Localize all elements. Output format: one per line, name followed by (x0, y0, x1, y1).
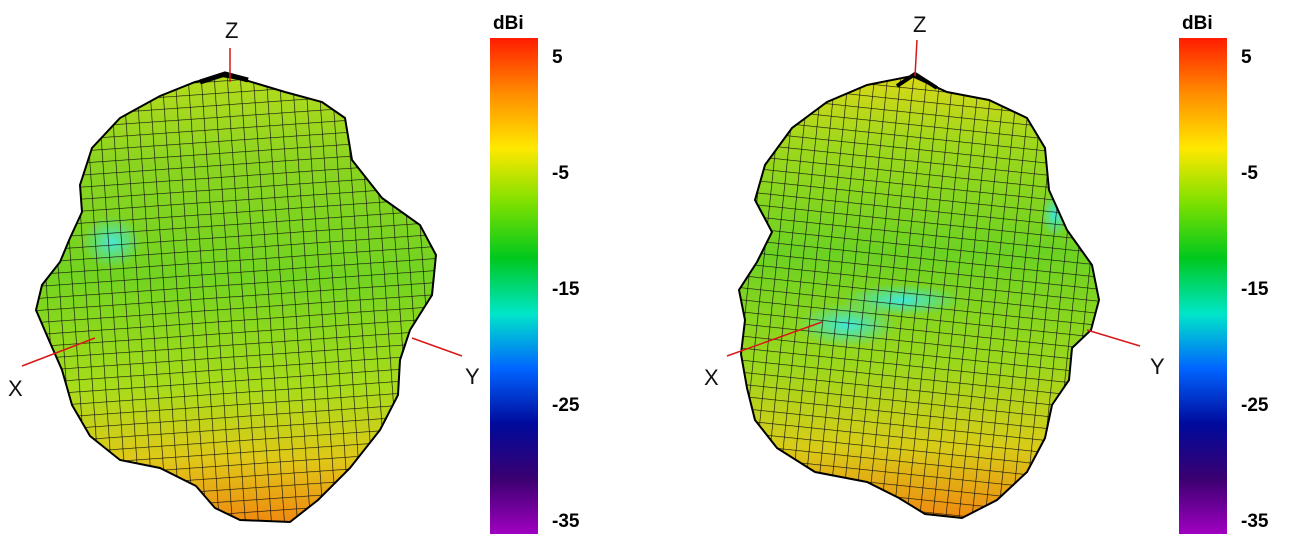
colorbar-tick-label: -35 (1241, 511, 1269, 532)
colorbar-tick-label: -15 (552, 279, 580, 300)
axis-label-y: Y (465, 364, 480, 389)
colorbar-tick-label: -25 (1241, 395, 1269, 416)
axis-label-y: Y (1150, 354, 1165, 379)
radiation-pattern-left: Z X Y dBi 5 -5 -15 -25 -35 (8, 13, 580, 534)
colorbar-tick-label: 5 (552, 47, 563, 68)
colorbar-tick-label: -5 (1241, 163, 1258, 184)
z-axis-line (914, 39, 918, 77)
y-axis-line (1086, 329, 1141, 347)
axis-lines-left (21, 48, 463, 367)
colorbar-unit-label: dBi (493, 13, 524, 34)
colorbar-tick-label: -15 (1241, 279, 1269, 300)
colorbar-tick-label: -5 (552, 163, 569, 184)
colorbar-right: dBi 5 -5 -15 -25 -35 (1179, 13, 1269, 534)
chart-left-svg: Z X Y dBi 5 -5 -15 -25 -35 (8, 13, 580, 534)
axis-label-z: Z (913, 12, 926, 37)
x-axis-line (21, 337, 96, 367)
axis-label-z: Z (225, 18, 238, 43)
x-axis-line (726, 321, 823, 357)
colorbar-gradient (1179, 38, 1227, 534)
colorbar-tick-label: -25 (552, 395, 580, 416)
axis-label-x: X (704, 365, 719, 390)
colorbar-tick-label: -35 (552, 511, 580, 532)
colorbar-tick-label: 5 (1241, 47, 1252, 68)
colorbar-gradient (490, 38, 538, 534)
axis-label-x: X (8, 376, 23, 401)
colorbar-unit-label: dBi (1182, 13, 1213, 34)
radiation-pattern-right: Z X Y dBi 5 -5 -15 -25 -35 (647, 0, 1294, 538)
colorbar-left: dBi 5 -5 -15 -25 -35 (490, 13, 580, 534)
chart-right-svg: Z X Y dBi 5 -5 -15 -25 -35 (704, 12, 1269, 534)
axis-lines-right (726, 39, 1141, 357)
lobe-surface-right (738, 71, 1100, 519)
lobe-surface-left (35, 71, 437, 523)
y-axis-line (411, 337, 463, 357)
